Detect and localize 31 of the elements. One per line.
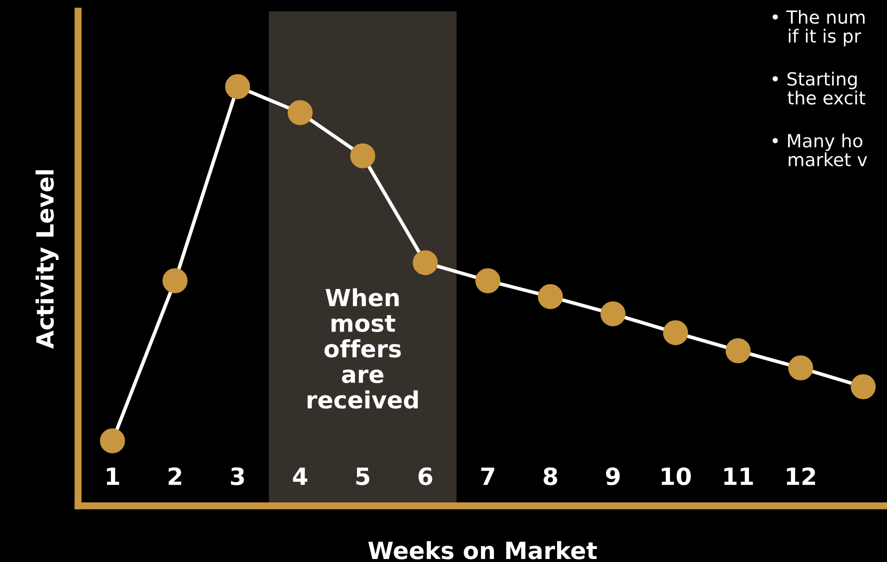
annotation: • Many ho market v bbox=[772, 134, 868, 166]
x-tick-label: 7 bbox=[481, 468, 494, 485]
x-tick-label: 2 bbox=[168, 467, 182, 485]
x-tick-label: 11 bbox=[724, 468, 753, 485]
point bbox=[288, 100, 313, 126]
point bbox=[663, 320, 688, 346]
y-axis-title: Activity Level bbox=[36, 170, 59, 349]
x-tick-label: 8 bbox=[544, 467, 558, 486]
point bbox=[726, 338, 751, 364]
point bbox=[162, 268, 188, 294]
text: • The num if it is pr bbox=[772, 10, 865, 46]
x-tick-label: 3 bbox=[230, 467, 244, 486]
point bbox=[850, 374, 876, 400]
point bbox=[350, 143, 376, 168]
annotation: • Starting the excit bbox=[772, 72, 866, 105]
point bbox=[412, 250, 438, 276]
x-tick-label: 9 bbox=[606, 467, 620, 486]
point bbox=[225, 74, 250, 100]
point bbox=[538, 284, 563, 310]
x-tick-label: 12 bbox=[786, 467, 816, 485]
point bbox=[475, 268, 500, 294]
point bbox=[788, 355, 814, 380]
x-tick-label: 5 bbox=[356, 468, 370, 486]
x-axis-title: Weeks on Market bbox=[368, 541, 597, 560]
x-tick-label: 1 bbox=[106, 468, 120, 485]
x-tick-label: 10 bbox=[662, 467, 691, 486]
x-tick-label: 4 bbox=[293, 468, 308, 485]
band-label: When most offers are received bbox=[308, 288, 418, 409]
x-tick-label: 6 bbox=[418, 467, 432, 486]
point bbox=[600, 301, 626, 326]
point bbox=[100, 428, 125, 454]
